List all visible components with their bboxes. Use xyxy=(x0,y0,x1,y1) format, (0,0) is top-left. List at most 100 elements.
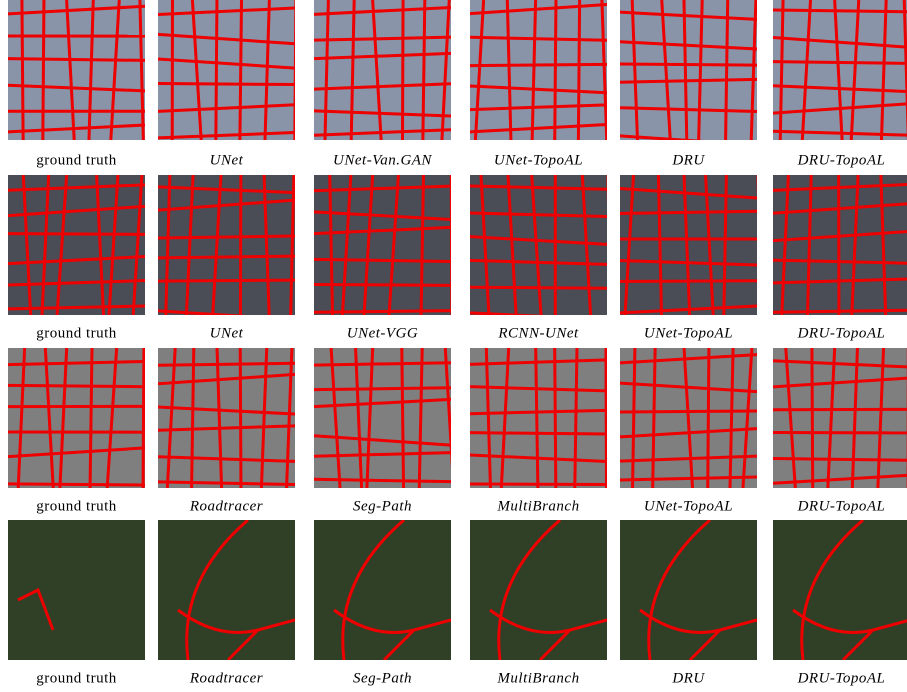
road-overlay xyxy=(314,51,451,61)
road-overlay xyxy=(400,348,406,488)
road-overlay xyxy=(41,0,46,140)
road-overlay xyxy=(158,198,295,212)
road-overlay xyxy=(40,175,51,315)
road-overlay xyxy=(333,520,451,660)
road-overlay xyxy=(158,254,295,260)
road-overlay xyxy=(489,520,607,660)
road-overlay xyxy=(773,102,907,115)
road-overlay xyxy=(682,0,689,140)
road-overlay xyxy=(639,520,757,660)
road-overlay xyxy=(778,0,785,140)
aerial-image xyxy=(773,0,907,140)
road-overlay xyxy=(262,175,271,315)
road-overlay xyxy=(8,57,145,62)
caption: DRU xyxy=(671,152,705,168)
road-overlay xyxy=(470,408,607,416)
road-overlay xyxy=(534,348,540,488)
road-overlay xyxy=(697,0,704,140)
road-overlay xyxy=(443,348,451,469)
aerial-image xyxy=(470,348,607,488)
road-overlay xyxy=(131,175,144,315)
road-overlay xyxy=(20,0,25,140)
caption: DRU-TopoAL xyxy=(797,325,886,341)
road-overlay xyxy=(620,62,757,67)
road-overlay xyxy=(314,5,451,16)
aerial-image xyxy=(470,175,607,315)
road-overlay xyxy=(470,62,607,68)
road-overlay xyxy=(470,103,607,112)
aerial-image xyxy=(158,520,295,660)
road-overlay xyxy=(314,451,451,458)
road-overlay xyxy=(620,304,757,315)
road-overlay xyxy=(724,0,730,140)
road-overlay xyxy=(8,383,145,389)
road-overlay xyxy=(285,348,294,488)
road-overlay xyxy=(55,175,69,315)
road-overlay xyxy=(600,0,607,140)
road-overlay xyxy=(323,0,330,140)
road-overlay xyxy=(879,0,888,140)
road-overlay xyxy=(8,183,145,192)
caption: Seg-Path xyxy=(353,670,412,686)
road-overlay xyxy=(706,348,711,488)
road-overlay xyxy=(314,35,451,42)
road-overlay xyxy=(214,0,219,140)
road-overlay xyxy=(329,348,342,488)
road-overlay xyxy=(8,304,145,311)
road-overlay xyxy=(141,348,145,488)
road-overlay xyxy=(470,431,607,436)
aerial-image xyxy=(8,520,145,660)
road-overlay xyxy=(773,473,907,485)
road-overlay xyxy=(65,0,76,140)
aerial-image xyxy=(8,348,145,488)
road-overlay xyxy=(8,360,145,367)
road-overlay xyxy=(470,235,607,246)
road-overlay xyxy=(473,0,486,140)
road-overlay xyxy=(749,0,757,140)
road-overlay xyxy=(314,477,451,484)
road-overlay xyxy=(505,0,513,140)
caption: DRU-TopoAL xyxy=(797,670,886,686)
road-overlay xyxy=(879,175,888,315)
caption: DRU xyxy=(671,670,705,686)
road-overlay xyxy=(158,57,295,70)
road-overlay xyxy=(58,348,69,488)
image-background xyxy=(8,520,145,660)
road-overlay xyxy=(604,348,607,488)
aerial-image xyxy=(470,520,607,660)
caption: DRU-TopoAL xyxy=(797,152,886,168)
road-overlay xyxy=(506,175,518,315)
caption: UNet-TopoAL xyxy=(644,498,733,514)
road-overlay xyxy=(17,587,55,631)
road-overlay xyxy=(158,185,295,195)
road-overlay xyxy=(850,175,860,315)
road-overlay xyxy=(800,0,813,140)
aerial-image xyxy=(314,175,451,315)
road-overlay xyxy=(211,175,223,315)
aerial-image xyxy=(620,175,757,315)
aerial-image xyxy=(158,348,295,488)
road-overlay xyxy=(660,0,672,140)
road-overlay xyxy=(620,77,757,84)
caption: MultiBranch xyxy=(496,498,579,514)
road-overlay xyxy=(328,175,335,315)
road-overlay xyxy=(773,129,907,137)
image-background xyxy=(8,348,145,488)
road-overlay xyxy=(8,279,145,287)
road-overlay xyxy=(630,0,639,140)
road-overlay xyxy=(88,348,94,488)
road-overlay xyxy=(682,175,692,315)
road-overlay xyxy=(773,60,907,65)
image-background xyxy=(620,520,757,660)
road-overlay xyxy=(107,175,120,315)
road-overlay xyxy=(362,175,375,315)
road-overlay xyxy=(16,348,27,488)
road-overlay xyxy=(314,309,451,314)
road-overlay xyxy=(606,175,607,206)
road-overlay xyxy=(87,0,95,140)
road-overlay xyxy=(238,0,244,140)
road-overlay xyxy=(314,257,451,263)
road-overlay xyxy=(8,123,145,134)
road-overlay xyxy=(553,348,558,488)
